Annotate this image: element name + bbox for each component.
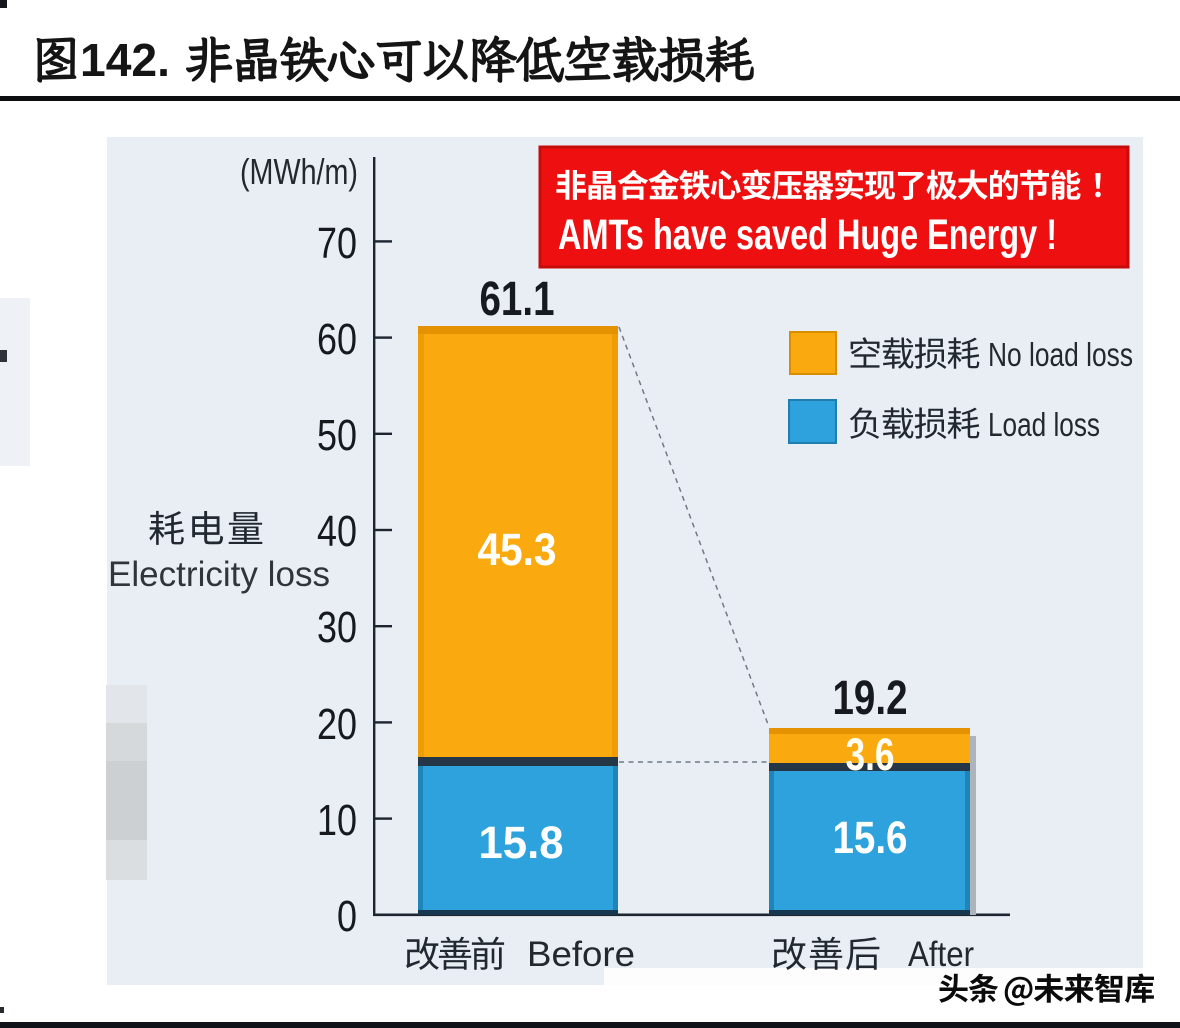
svg-text:70: 70 xyxy=(317,219,357,268)
svg-text:Load loss: Load loss xyxy=(988,406,1100,443)
svg-text:(MWh/m): (MWh/m) xyxy=(240,151,358,192)
svg-text:AMTs have saved Huge Energy !: AMTs have saved Huge Energy ! xyxy=(558,211,1057,259)
svg-text:0: 0 xyxy=(337,892,357,941)
svg-text:61.1: 61.1 xyxy=(480,273,555,326)
svg-text:50: 50 xyxy=(317,411,357,460)
svg-text:19.2: 19.2 xyxy=(833,672,908,725)
svg-text:3.6: 3.6 xyxy=(846,729,895,780)
svg-text:No load loss: No load loss xyxy=(988,336,1133,373)
svg-text:15.8: 15.8 xyxy=(479,817,564,868)
svg-text:45.3: 45.3 xyxy=(478,524,557,575)
svg-text:15.6: 15.6 xyxy=(833,812,908,863)
svg-text:10: 10 xyxy=(317,796,357,845)
svg-text:40: 40 xyxy=(317,507,357,556)
svg-text:After: After xyxy=(908,935,974,974)
svg-text:20: 20 xyxy=(317,700,357,749)
svg-text:Electricity loss: Electricity loss xyxy=(108,555,330,594)
svg-text:30: 30 xyxy=(317,603,357,652)
svg-text:60: 60 xyxy=(317,315,357,364)
svg-text:Before: Before xyxy=(527,935,635,974)
svg-text:142.: 142. xyxy=(80,34,170,86)
